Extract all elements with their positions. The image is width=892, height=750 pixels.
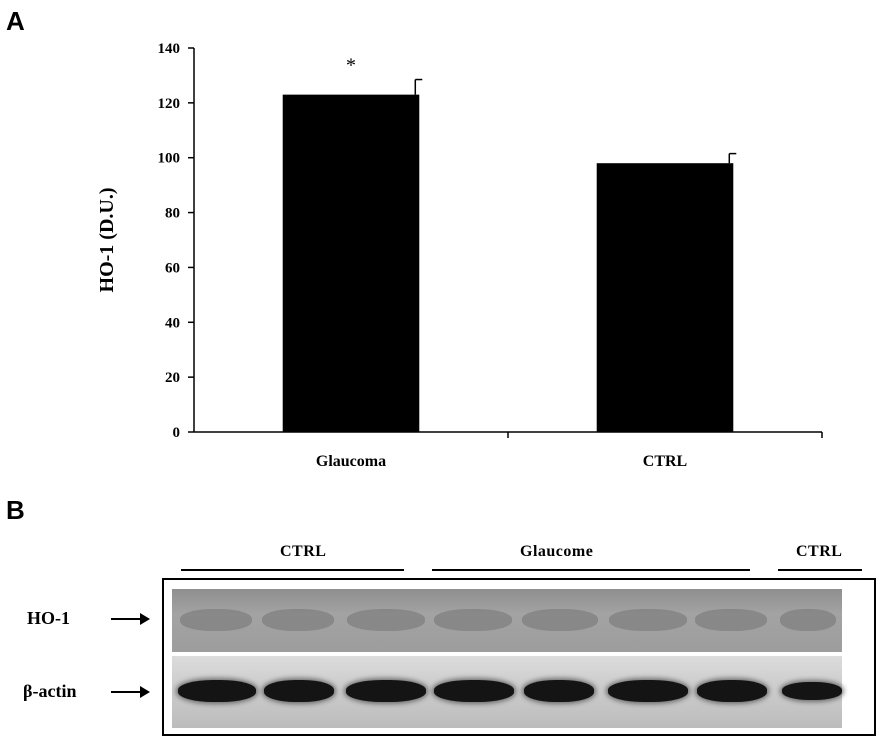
- ho1-band: [347, 609, 425, 631]
- blot-group-line-glaucome: [432, 569, 750, 571]
- ho1-band: [180, 609, 252, 631]
- blot-group-label-ctrl-1: CTRL: [280, 543, 327, 560]
- bar: [596, 163, 734, 432]
- ho1-band: [262, 609, 334, 631]
- ho1-blot-strip: [172, 589, 842, 652]
- actin-arrow-icon: [111, 686, 150, 698]
- y-tick-label: 40: [165, 315, 180, 331]
- panel-a-label: A: [6, 6, 25, 36]
- y-tick-label: 120: [158, 96, 181, 112]
- bar-chart: 0 20 40 60 80 100 120 140 * Glaucoma CTRL HO-1 (D…: [96, 41, 823, 470]
- bar: [282, 94, 420, 432]
- blot-group-label-glaucome: Glaucome: [520, 543, 594, 560]
- ho1-band: [434, 609, 512, 631]
- actin-band: [524, 680, 594, 702]
- y-tick-label: 140: [158, 41, 181, 57]
- western-blot-image: [162, 578, 876, 736]
- ho1-band: [780, 609, 836, 631]
- blot-row-label-actin: β-actin: [23, 681, 77, 701]
- y-tick-label: 20: [165, 370, 180, 386]
- ho1-band: [695, 609, 767, 631]
- blot-group-label-ctrl-2: CTRL: [796, 543, 843, 560]
- y-tick-label: 100: [158, 151, 181, 167]
- x-category-label: Glaucoma: [316, 453, 386, 470]
- x-category-label: CTRL: [643, 453, 687, 470]
- panel-b-label: B: [6, 495, 25, 525]
- actin-band: [264, 680, 334, 702]
- ho1-band: [609, 609, 687, 631]
- actin-band: [608, 680, 688, 702]
- ho1-band: [522, 609, 598, 631]
- actin-band: [782, 682, 842, 700]
- y-tick-label: 0: [173, 425, 181, 441]
- y-tick-label: 60: [165, 260, 180, 276]
- blot-group-line-ctrl-2: [778, 569, 862, 571]
- blot-row-label-ho1: HO-1: [27, 608, 70, 628]
- y-axis-label: HO-1 (D.U.): [96, 188, 118, 293]
- actin-blot-strip: [172, 656, 842, 728]
- ho1-arrow-icon: [111, 613, 150, 625]
- y-tick-label: 80: [165, 206, 180, 222]
- actin-band: [697, 680, 767, 702]
- actin-band: [178, 680, 256, 702]
- significance-marker: *: [346, 55, 356, 77]
- blot-group-line-ctrl-1: [181, 569, 404, 571]
- actin-band: [434, 680, 514, 702]
- actin-band: [346, 680, 426, 702]
